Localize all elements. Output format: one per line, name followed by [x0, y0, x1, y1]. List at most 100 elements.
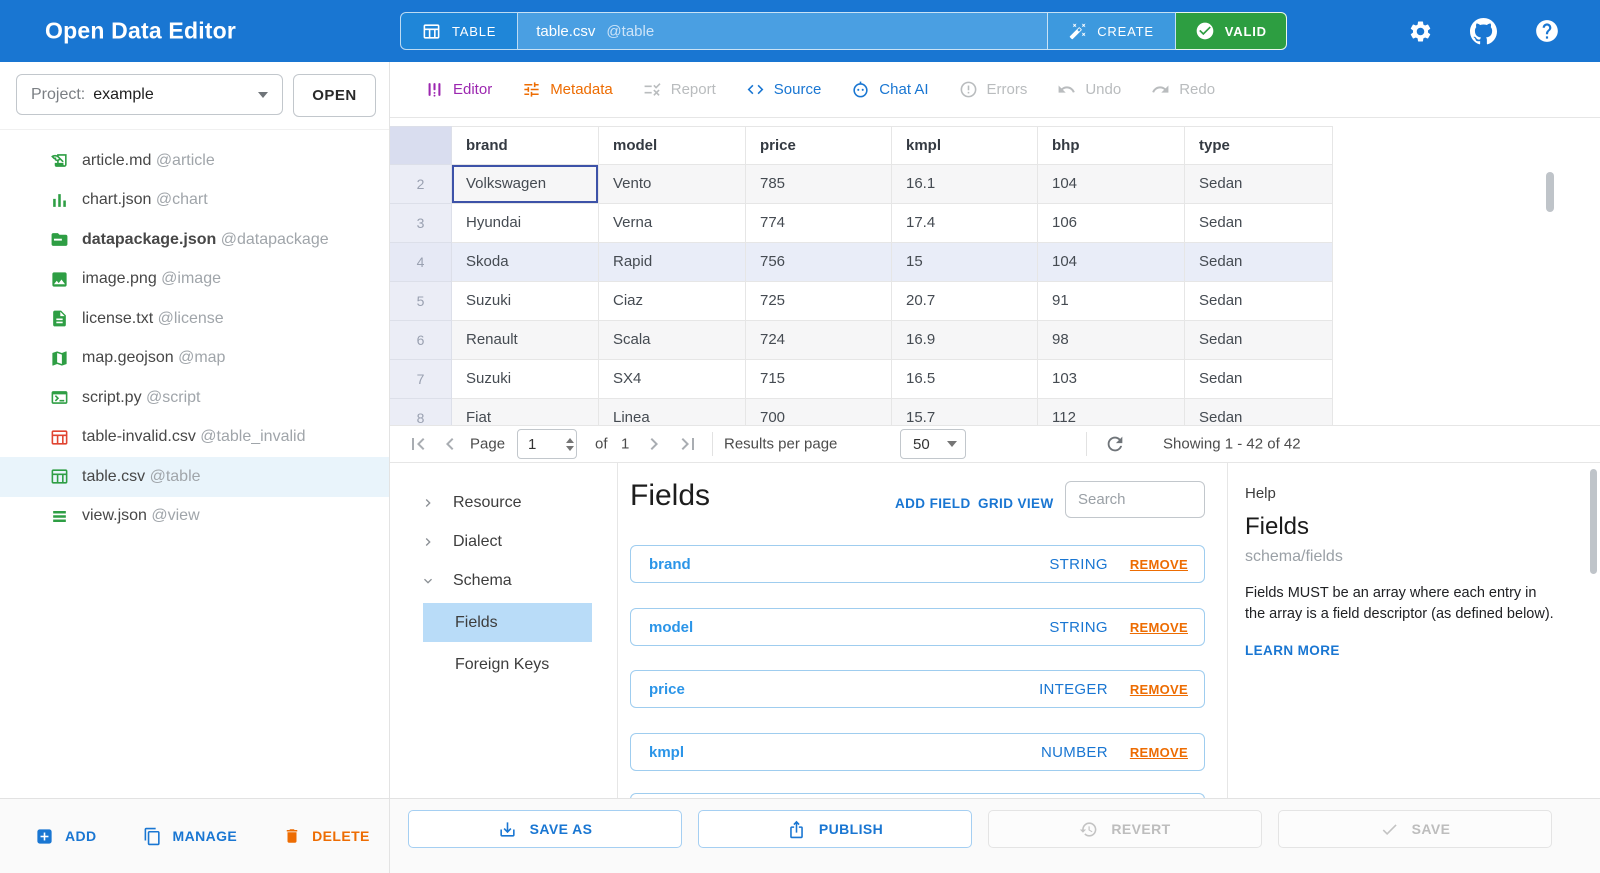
row-number[interactable]: 6: [390, 321, 452, 360]
table-cell[interactable]: 724: [746, 321, 892, 360]
tab-editor[interactable]: Editor: [425, 80, 492, 99]
table-cell[interactable]: Sedan: [1185, 204, 1333, 243]
add-field-button[interactable]: ADD FIELD: [895, 496, 971, 511]
table-cell[interactable]: SX4: [599, 360, 746, 399]
page-stepper[interactable]: [566, 437, 574, 451]
tab-redo[interactable]: Redo: [1151, 80, 1215, 99]
tab-report[interactable]: Report: [643, 80, 716, 99]
grid-view-button[interactable]: GRID VIEW: [978, 496, 1054, 511]
field-card-price[interactable]: price INTEGER REMOVE: [630, 670, 1205, 708]
column-header[interactable]: price: [746, 126, 892, 165]
table-cell[interactable]: 17.4: [892, 204, 1038, 243]
grid-scrollbar[interactable]: [1546, 172, 1554, 212]
project-select[interactable]: Project: example: [16, 74, 283, 115]
file-item-map[interactable]: map.geojson @map: [0, 339, 389, 379]
row-number[interactable]: 7: [390, 360, 452, 399]
table-cell[interactable]: 15: [892, 243, 1038, 282]
tree-item-resource[interactable]: Resource: [390, 483, 617, 522]
table-cell[interactable]: Suzuki: [452, 282, 599, 321]
column-header[interactable]: kmpl: [892, 126, 1038, 165]
tree-item-foreign-keys[interactable]: Foreign Keys: [390, 645, 617, 684]
file-item-chart[interactable]: chart.json @chart: [0, 181, 389, 221]
table-cell[interactable]: 106: [1038, 204, 1185, 243]
file-item-table-selected[interactable]: table.csv @table: [0, 457, 389, 497]
column-header[interactable]: type: [1185, 126, 1333, 165]
table-cell[interactable]: 103: [1038, 360, 1185, 399]
learn-more-link[interactable]: LEARN MORE: [1245, 643, 1340, 659]
column-header[interactable]: bhp: [1038, 126, 1185, 165]
table-cell[interactable]: Rapid: [599, 243, 746, 282]
github-icon[interactable]: [1470, 17, 1497, 45]
table-cell[interactable]: 104: [1038, 243, 1185, 282]
remove-field-button[interactable]: REMOVE: [1129, 556, 1188, 572]
table-cell[interactable]: Verna: [599, 204, 746, 243]
next-page-icon[interactable]: [642, 432, 666, 456]
table-cell[interactable]: Renault: [452, 321, 599, 360]
table-cell[interactable]: 756: [746, 243, 892, 282]
table-cell[interactable]: 112: [1038, 399, 1185, 425]
column-header[interactable]: brand: [452, 126, 599, 165]
table-cell[interactable]: 98: [1038, 321, 1185, 360]
table-cell[interactable]: Ciaz: [599, 282, 746, 321]
file-breadcrumb[interactable]: table.csv @table: [518, 12, 1049, 50]
delete-file-button[interactable]: DELETE: [283, 827, 370, 845]
table-cell[interactable]: 700: [746, 399, 892, 425]
publish-button[interactable]: PUBLISH: [698, 810, 972, 848]
table-cell[interactable]: 91: [1038, 282, 1185, 321]
tab-metadata[interactable]: Metadata: [522, 80, 613, 99]
valid-status-button[interactable]: VALID: [1175, 12, 1287, 50]
field-card-kmpl[interactable]: kmpl NUMBER REMOVE: [630, 733, 1205, 771]
file-item-license[interactable]: license.txt @license: [0, 299, 389, 339]
row-number[interactable]: 8: [390, 399, 452, 425]
tab-errors[interactable]: Errors: [959, 80, 1027, 99]
field-card-brand[interactable]: brand STRING REMOVE: [630, 545, 1205, 583]
field-card-model[interactable]: model STRING REMOVE: [630, 608, 1205, 646]
add-file-button[interactable]: ADD: [35, 827, 97, 846]
manage-files-button[interactable]: MANAGE: [143, 827, 238, 846]
save-button[interactable]: SAVE: [1278, 810, 1552, 848]
file-item-datapackage[interactable]: datapackage.json @datapackage: [0, 220, 389, 260]
table-cell[interactable]: 785: [746, 165, 892, 204]
table-cell[interactable]: 15.7: [892, 399, 1038, 425]
save-as-button[interactable]: SAVE AS: [408, 810, 682, 848]
file-item-article[interactable]: article.md @article: [0, 141, 389, 181]
page-input[interactable]: [518, 434, 564, 454]
stepper-down-icon[interactable]: [566, 445, 574, 451]
file-item-table-invalid[interactable]: table-invalid.csv @table_invalid: [0, 418, 389, 458]
table-cell[interactable]: Fiat: [452, 399, 599, 425]
tab-undo[interactable]: Undo: [1057, 80, 1121, 99]
table-cell[interactable]: 16.1: [892, 165, 1038, 204]
per-page-select[interactable]: 50: [900, 429, 966, 459]
table-cell-selected[interactable]: Volkswagen: [452, 165, 599, 204]
table-cell[interactable]: 774: [746, 204, 892, 243]
fields-search-input[interactable]: [1065, 481, 1205, 518]
table-cell[interactable]: Sedan: [1185, 321, 1333, 360]
table-cell[interactable]: Sedan: [1185, 243, 1333, 282]
last-page-icon[interactable]: [676, 432, 700, 456]
tab-chat-ai[interactable]: Chat AI: [851, 80, 929, 99]
table-cell[interactable]: Sedan: [1185, 360, 1333, 399]
row-number[interactable]: 5: [390, 282, 452, 321]
remove-field-button[interactable]: REMOVE: [1129, 619, 1188, 635]
tree-item-dialect[interactable]: Dialect: [390, 522, 617, 561]
revert-button[interactable]: REVERT: [988, 810, 1262, 848]
table-cell[interactable]: 104: [1038, 165, 1185, 204]
table-cell[interactable]: 20.7: [892, 282, 1038, 321]
column-header[interactable]: model: [599, 126, 746, 165]
previous-page-icon[interactable]: [438, 432, 462, 456]
table-cell[interactable]: Suzuki: [452, 360, 599, 399]
table-cell[interactable]: Sedan: [1185, 282, 1333, 321]
file-item-script[interactable]: script.py @script: [0, 378, 389, 418]
table-cell[interactable]: 725: [746, 282, 892, 321]
table-cell[interactable]: Vento: [599, 165, 746, 204]
settings-gear-icon[interactable]: [1408, 19, 1433, 44]
table-type-chip[interactable]: TABLE: [400, 12, 519, 50]
open-project-button[interactable]: OPEN: [293, 74, 376, 117]
remove-field-button[interactable]: REMOVE: [1129, 744, 1188, 760]
stepper-up-icon[interactable]: [566, 437, 574, 443]
first-page-icon[interactable]: [406, 432, 430, 456]
row-number[interactable]: 4: [390, 243, 452, 282]
remove-field-button[interactable]: REMOVE: [1129, 681, 1188, 697]
refresh-icon[interactable]: [1104, 433, 1126, 455]
tree-item-schema[interactable]: Schema: [390, 561, 617, 600]
